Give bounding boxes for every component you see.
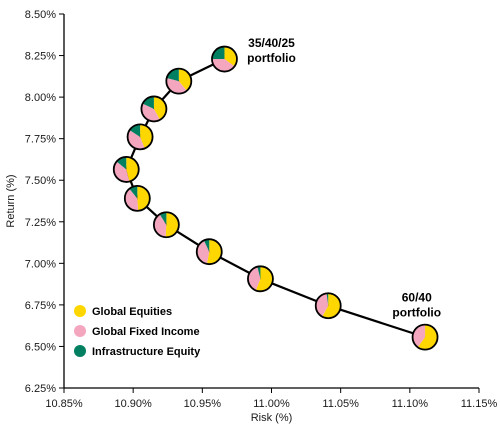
x-tick-label: 10.85%: [45, 398, 83, 410]
pie-outline: [247, 265, 274, 293]
pie-slice: [412, 324, 426, 348]
pie-outline: [112, 156, 140, 183]
pie-slice: [165, 212, 179, 238]
pie-slice: [206, 239, 222, 265]
pie-outline: [211, 45, 238, 73]
pie-outline: [165, 67, 193, 95]
portfolio-pie: [112, 156, 140, 183]
y-tick-label: 6.50%: [25, 341, 56, 353]
pie-slice: [126, 156, 139, 182]
y-tick-label: 7.25%: [25, 217, 56, 229]
y-tick-label: 7.00%: [25, 258, 56, 270]
y-tick-label: 8.50%: [25, 9, 56, 21]
pie-outline: [411, 323, 439, 351]
portfolio-annotation: 60/40 portfolio: [392, 291, 441, 320]
x-tick-label: 10.95%: [184, 398, 222, 410]
portfolio-pie: [195, 238, 223, 266]
pie-slice: [124, 188, 139, 211]
pie-slice: [247, 266, 261, 291]
portfolio-pie: [152, 211, 180, 239]
pie-slice: [257, 266, 261, 279]
legend: Global Equities Global Fixed Income Infras…: [74, 305, 201, 358]
y-tick-label: 8.25%: [25, 51, 56, 63]
legend-swatch: [74, 345, 86, 357]
pie-slice: [196, 240, 210, 264]
x-tick-label: 11.10%: [392, 398, 429, 410]
pie-outline: [314, 292, 342, 320]
pie-slice: [153, 214, 167, 238]
portfolio-pie: [123, 184, 151, 212]
portfolio-pie: [126, 123, 154, 151]
y-tick-label: 6.75%: [25, 300, 56, 312]
legend-item: Global Fixed Income: [74, 325, 200, 338]
pie-outline: [123, 184, 151, 212]
portfolio-pie: [314, 292, 342, 320]
annotation-line: 60/40: [402, 291, 432, 305]
pie-outline: [140, 95, 168, 123]
x-tick-label: 11.05%: [322, 398, 359, 410]
x-axis-title: Risk (%): [251, 412, 293, 424]
pie-slice: [211, 59, 235, 72]
portfolio-pie: [247, 265, 274, 293]
frontier-line: [125, 58, 426, 339]
legend-label: Infrastructure Equity: [92, 346, 201, 358]
y-tick-label: 6.25%: [25, 383, 56, 395]
pie-slice: [140, 124, 153, 149]
portfolio-pie: [165, 67, 193, 95]
pie-slice: [417, 324, 438, 350]
pie-slice: [322, 293, 341, 319]
axes: 6.25% 6.50% 6.75% 7.00% 7.25% 7.50% 7.75% 8.00%…: [25, 9, 498, 410]
pie-outline: [152, 211, 180, 239]
annotation-line: 35/40/25: [248, 36, 295, 50]
portfolio-annotation: 35/40/25 portfolio: [247, 36, 296, 65]
pie-slice: [153, 96, 167, 120]
pie-slice: [203, 239, 210, 252]
frontier-line-group: [125, 58, 426, 339]
pie-slice: [166, 78, 187, 94]
legend-swatch: [74, 305, 86, 317]
pie-slice: [141, 103, 160, 122]
y-tick-label: 7.75%: [25, 134, 56, 146]
portfolio-pie: [211, 45, 238, 73]
pie-slice: [127, 130, 145, 150]
y-axis-title: Return (%): [5, 174, 17, 227]
pie-slice: [113, 161, 130, 182]
pie-slice: [159, 212, 167, 225]
pie-slice: [211, 46, 225, 60]
annotation-line: portfolio: [392, 306, 441, 320]
pie-slice: [255, 266, 273, 292]
y-tick-label: 8.00%: [25, 92, 56, 104]
x-tick-label: 11.15%: [461, 398, 498, 410]
legend-label: Global Equities: [92, 306, 172, 318]
portfolio-pie: [411, 323, 439, 351]
pie-slice: [142, 96, 154, 109]
pie-slice: [137, 185, 150, 211]
annotation-line: portfolio: [247, 51, 296, 65]
legend-item: Global Equities: [74, 305, 172, 318]
pie-slice: [315, 293, 329, 317]
pie-slice: [326, 293, 329, 306]
pie-outline: [195, 238, 223, 266]
portfolio-pie: [140, 95, 168, 123]
legend-item: Infrastructure Equity: [74, 345, 201, 358]
pie-markers: [112, 45, 439, 351]
y-tick-label: 7.50%: [25, 175, 56, 187]
x-tick-label: 10.90%: [115, 398, 153, 410]
pie-outline: [126, 123, 154, 151]
legend-swatch: [74, 325, 86, 337]
pie-slice: [129, 185, 138, 199]
legend-label: Global Fixed Income: [92, 326, 200, 338]
x-tick-label: 11.00%: [253, 398, 290, 410]
pie-slice: [166, 68, 179, 82]
